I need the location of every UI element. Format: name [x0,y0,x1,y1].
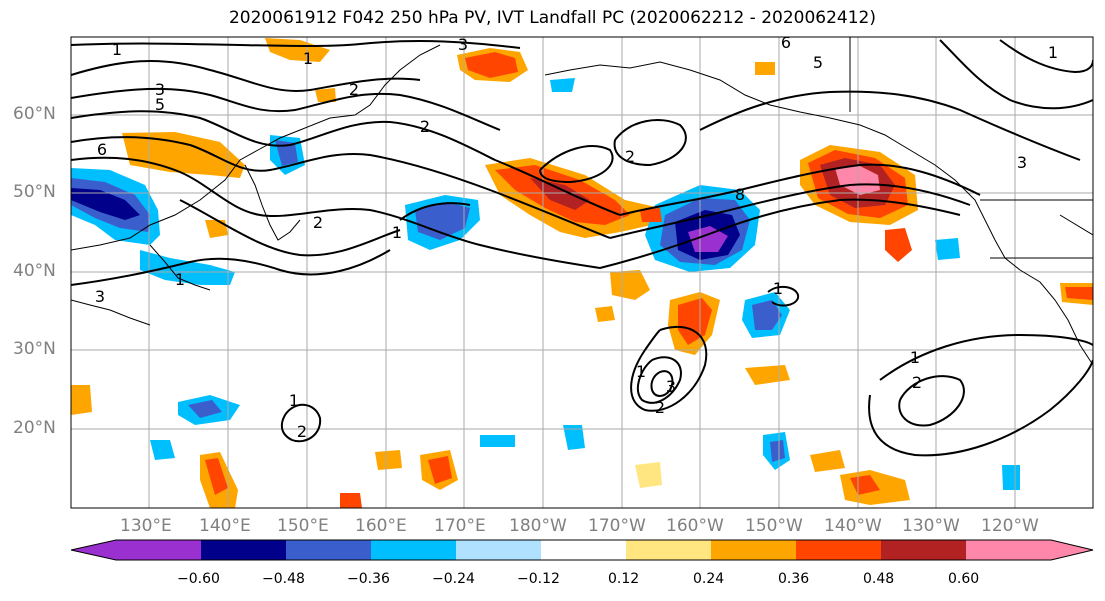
longitude-label: 150°W [745,516,803,536]
colorbar-bin [116,540,201,560]
colorbar-bin [201,540,286,560]
colorbar-bin [966,540,1051,560]
contour-label: 1 [773,279,783,298]
colorbar-outline [70,539,1094,561]
colorbar-tick-label: −0.12 [517,571,560,587]
colorbar-tick-label: −0.60 [177,571,220,587]
contour-label: 2 [420,117,430,136]
graticule [71,37,1093,508]
contour-label: 3 [666,377,676,396]
longitude-label: 170°E [434,516,486,536]
colorbar-tick-label: −0.48 [262,571,305,587]
colorbar-bin [286,540,371,560]
colorbar-bin [711,540,796,560]
latitude-label: 20°N [13,418,56,438]
longitude-label: 170°W [588,516,646,536]
longitude-label: 160°W [666,516,724,536]
colorbar-tick-label: 0.36 [778,571,810,587]
colorbar-tick-label: 0.48 [863,571,895,587]
contour-label: 1 [392,223,402,242]
colorbar-bin [371,540,456,560]
latitude-label: 40°N [13,261,56,281]
longitude-label: 130°W [902,516,960,536]
contour-label: 1 [910,348,920,367]
colorbar-tick-label: −0.24 [432,571,475,587]
colorbar-tick-label: 0.60 [948,571,980,587]
longitude-label: 180°W [509,516,567,536]
contour-label: 8 [735,185,745,204]
colorbar [70,539,1094,561]
latitude-label: 30°N [13,339,56,359]
contour-label: 2 [912,373,922,392]
contour-label: 6 [781,33,791,52]
colorbar-bin [881,540,966,560]
longitude-label: 150°E [277,516,329,536]
colorbar-tick-label: 0.12 [608,571,640,587]
colorbar-tick-label: 0.24 [693,571,725,587]
contour-label: 2 [313,213,323,232]
contour-label: 2 [655,398,665,417]
subtropical-anomalies [71,62,1093,508]
colorbar-bin [626,540,711,560]
longitude-label: 120°W [981,516,1039,536]
colorbar-bin [456,540,541,560]
map-frame [70,36,1094,509]
contour-label: 1 [303,49,313,68]
contour-label: 2 [297,422,307,441]
contour-label: 1 [175,270,185,289]
ivt-contours [71,39,1093,457]
contour-label: 2 [349,80,359,99]
colorbar-bin [796,540,881,560]
contour-label: 5 [155,95,165,114]
contour-labels-layer: 1 5 1 6 5 3 3 2 6 8 3 1 2 2 1 2 1 3 1 2 … [95,33,1058,441]
contour-label: 2 [625,147,635,166]
longitude-label: 160°E [355,516,407,536]
contour-label: 3 [458,35,468,54]
contour-label: 3 [1017,153,1027,172]
positive-anomaly-kamchatka [122,38,528,238]
longitude-label: 140°E [199,516,251,536]
contour-label: 1 [636,362,646,381]
longitude-label: 130°E [120,516,172,536]
chart-title: 2020061912 F042 250 hPa PV, IVT Landfall… [228,8,876,28]
colorbar-extend-low [71,540,116,560]
contour-label: 3 [155,80,165,99]
negative-anomaly-west-pacific [71,168,235,285]
latitude-label: 50°N [13,182,56,202]
contour-label: 1 [1048,43,1058,62]
contour-label: 1 [112,40,122,59]
contour-label: 3 [95,287,105,306]
contour-label: 6 [97,140,107,159]
longitude-label: 140°W [824,516,882,536]
contour-label: 5 [813,53,823,72]
colorbar-bin [541,540,626,560]
latitude-label: 60°N [13,104,56,124]
colorbar-tick-label: −0.36 [347,571,390,587]
contour-label: 1 [289,391,299,410]
positive-anomaly-dateline [485,158,665,238]
colorbar-extend-high [1051,540,1093,560]
